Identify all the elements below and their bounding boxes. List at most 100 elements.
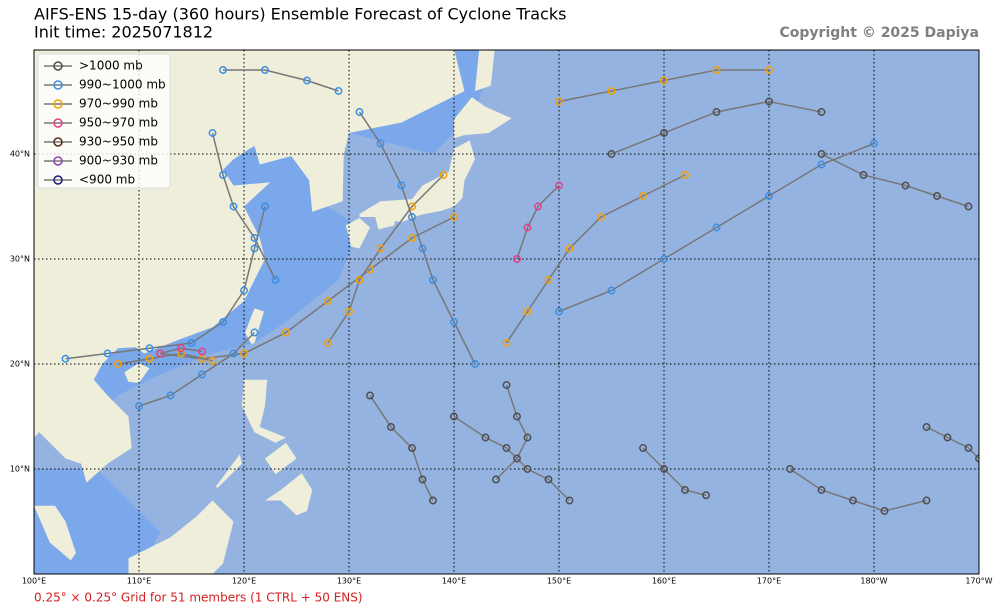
track-point bbox=[859, 171, 868, 179]
map-frame bbox=[33, 49, 980, 575]
landmass bbox=[345, 218, 370, 249]
track-point bbox=[376, 244, 385, 253]
track-point bbox=[334, 87, 343, 95]
track-line bbox=[558, 69, 769, 103]
track-point bbox=[607, 87, 616, 95]
track-line bbox=[789, 468, 927, 512]
track-point bbox=[261, 202, 269, 211]
map bbox=[34, 50, 979, 574]
track-point bbox=[397, 181, 406, 190]
track-point bbox=[712, 108, 721, 116]
legend-marker bbox=[53, 61, 63, 71]
track-line bbox=[495, 384, 529, 481]
track-point bbox=[597, 213, 605, 221]
landmass bbox=[454, 97, 512, 139]
track-point bbox=[870, 139, 878, 148]
track-point bbox=[103, 349, 112, 358]
track-point bbox=[208, 129, 217, 137]
track-point bbox=[250, 234, 259, 242]
track-line bbox=[611, 100, 822, 155]
lon-tick-label: 110°E bbox=[127, 577, 151, 586]
track-point bbox=[450, 213, 458, 221]
lon-tick-label: 140°E bbox=[442, 577, 466, 586]
track-point bbox=[418, 475, 427, 484]
track-point bbox=[712, 223, 721, 232]
legend-label: 990~1000 mb bbox=[79, 78, 166, 92]
title: AIFS-ENS 15-day (360 hours) Ensemble For… bbox=[34, 5, 566, 24]
track-point bbox=[429, 276, 437, 284]
track-point bbox=[660, 465, 668, 473]
track-line bbox=[369, 395, 434, 501]
lat-tick-label: 10°N bbox=[10, 465, 30, 474]
track-point bbox=[345, 307, 353, 316]
track-point bbox=[324, 297, 332, 305]
track-point bbox=[219, 66, 227, 74]
track-point bbox=[964, 444, 973, 452]
track-point bbox=[156, 349, 164, 358]
track-point bbox=[145, 354, 154, 363]
track-point bbox=[513, 255, 521, 263]
track-point bbox=[817, 486, 826, 494]
track-point bbox=[250, 244, 259, 253]
track-point bbox=[408, 444, 416, 452]
track-line bbox=[138, 331, 256, 407]
legend-label: 930~950 mb bbox=[79, 135, 158, 149]
track-point bbox=[250, 328, 259, 337]
track-point bbox=[817, 160, 826, 169]
track-point bbox=[702, 491, 710, 500]
track-point bbox=[166, 391, 175, 400]
legend-label: <900 mb bbox=[79, 173, 135, 187]
track-point bbox=[901, 181, 910, 190]
lon-tick-label: 170°W bbox=[965, 577, 992, 586]
track-point bbox=[492, 475, 500, 484]
lat-tick-label: 40°N bbox=[10, 150, 30, 159]
copyright: Copyright © 2025 Dapiya bbox=[780, 25, 979, 41]
init-time: Init time: 2025071812 bbox=[34, 23, 213, 42]
track-line bbox=[642, 447, 707, 496]
landmass bbox=[215, 454, 242, 488]
track-point bbox=[555, 97, 563, 106]
track-point bbox=[355, 108, 364, 116]
lat-tick-label: 30°N bbox=[10, 255, 30, 264]
track-line bbox=[223, 69, 339, 92]
track-point bbox=[933, 192, 941, 200]
track-point bbox=[240, 349, 248, 358]
legend-marker bbox=[53, 137, 63, 147]
legend-box bbox=[37, 53, 171, 189]
track-point bbox=[555, 181, 563, 190]
track-line bbox=[505, 174, 686, 344]
track-point bbox=[408, 213, 416, 221]
track-point bbox=[376, 139, 385, 148]
track-point bbox=[523, 465, 532, 473]
track-point bbox=[523, 307, 532, 316]
legend-label: 900~930 mb bbox=[79, 154, 158, 168]
legend: >1000 mb 990~1000 mb 970~990 mb 950~970 mb 9… bbox=[37, 53, 171, 189]
track-point bbox=[523, 223, 532, 232]
track-line bbox=[821, 153, 969, 208]
track-point bbox=[849, 496, 857, 505]
legend-marker bbox=[53, 175, 63, 185]
track-point bbox=[303, 76, 311, 85]
track-point bbox=[240, 286, 248, 295]
track-point bbox=[681, 171, 689, 179]
track-point bbox=[324, 339, 332, 347]
track-line bbox=[65, 206, 266, 360]
track-point bbox=[408, 234, 416, 242]
track-point bbox=[229, 349, 238, 358]
track-point bbox=[765, 192, 773, 200]
lon-tick-label: 160°E bbox=[652, 577, 676, 586]
legend-label: 970~990 mb bbox=[79, 97, 158, 111]
track-point bbox=[387, 423, 395, 431]
legend-label: 950~970 mb bbox=[79, 116, 158, 130]
legend-marker bbox=[53, 118, 63, 128]
track-point bbox=[208, 356, 217, 365]
track-point bbox=[355, 276, 364, 284]
landmass bbox=[128, 500, 234, 574]
track-point bbox=[145, 344, 154, 353]
track-point bbox=[712, 66, 721, 74]
track-point bbox=[786, 465, 794, 473]
track-point bbox=[135, 402, 143, 410]
track-point bbox=[817, 150, 826, 158]
lon-tick-label: 150°E bbox=[547, 577, 571, 586]
legend-marker bbox=[53, 80, 63, 90]
